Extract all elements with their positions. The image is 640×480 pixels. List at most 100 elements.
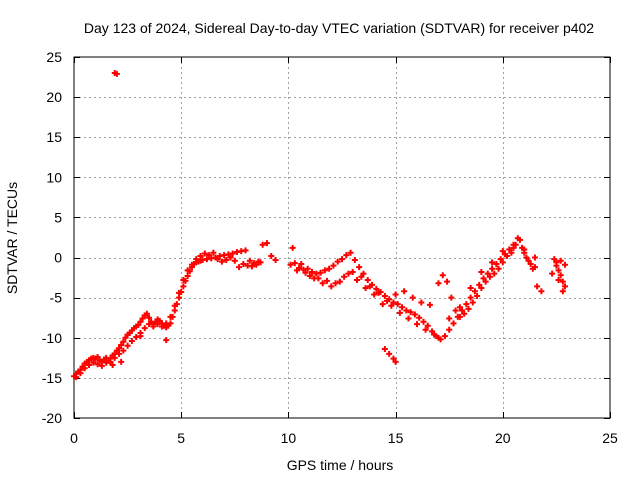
data-point [529, 265, 536, 272]
data-point [118, 341, 125, 348]
data-point [107, 358, 114, 365]
data-point [426, 301, 433, 308]
data-points [71, 70, 568, 381]
data-point [482, 278, 489, 285]
data-point [317, 269, 324, 276]
data-point [465, 305, 472, 312]
data-point [167, 313, 174, 320]
data-point [512, 241, 519, 248]
data-point [403, 307, 410, 314]
data-point [471, 288, 478, 295]
data-point [521, 246, 528, 253]
y-tick-label: 15 [46, 129, 62, 145]
data-point [345, 270, 352, 277]
data-point [332, 280, 339, 287]
data-point [420, 318, 427, 325]
data-point [557, 272, 564, 279]
data-point [461, 310, 468, 317]
data-point [499, 259, 506, 266]
data-point [394, 301, 401, 308]
data-point [291, 260, 298, 267]
data-point [561, 283, 568, 290]
data-point [120, 347, 127, 354]
data-point [356, 264, 363, 271]
data-point [508, 249, 515, 256]
data-point [308, 268, 315, 275]
data-point [561, 261, 568, 268]
y-tick-label: -20 [42, 410, 62, 426]
data-point [120, 338, 127, 345]
data-point [401, 288, 408, 295]
data-point [390, 355, 397, 362]
data-point [214, 256, 221, 263]
data-point [272, 256, 279, 263]
data-point [396, 309, 403, 316]
data-point [302, 269, 309, 276]
data-point [388, 302, 395, 309]
data-point [263, 240, 270, 247]
x-tick-label: 0 [70, 430, 78, 446]
data-point [456, 304, 463, 311]
y-tick-label: 5 [54, 209, 62, 225]
data-point [334, 258, 341, 265]
data-point [375, 289, 382, 296]
data-point [463, 301, 470, 308]
data-point [553, 259, 560, 266]
data-point [339, 256, 345, 263]
data-point [474, 293, 481, 300]
data-point [493, 260, 500, 267]
x-tick-label: 15 [388, 430, 404, 446]
data-point [268, 252, 275, 259]
data-point [499, 248, 506, 255]
data-point [431, 331, 438, 338]
data-point [135, 321, 142, 328]
data-point [349, 268, 356, 275]
data-point [319, 280, 326, 287]
data-point [94, 361, 101, 368]
data-point [411, 311, 418, 318]
data-point [467, 294, 474, 301]
data-point [77, 370, 84, 377]
data-point [551, 256, 558, 263]
data-point [116, 345, 123, 352]
data-point [180, 277, 187, 284]
x-tick-label: 20 [495, 430, 511, 446]
data-point [253, 261, 260, 268]
data-point [163, 337, 170, 344]
plot-frame [73, 56, 611, 419]
data-point [486, 273, 493, 280]
data-point [118, 358, 125, 365]
data-point [184, 273, 191, 280]
data-point [444, 278, 451, 285]
data-point [306, 273, 313, 280]
data-point [386, 350, 393, 357]
data-point [122, 334, 129, 341]
data-point [336, 278, 343, 285]
x-tick-label: 5 [177, 430, 185, 446]
data-point [448, 294, 455, 301]
data-point [450, 320, 457, 327]
y-axis-label: SDTVAR / TECUs [4, 182, 20, 294]
x-tick-label: 10 [281, 430, 297, 446]
data-point [246, 257, 253, 264]
data-point [379, 301, 386, 308]
data-point [240, 260, 247, 267]
data-point [188, 261, 195, 268]
data-point [236, 264, 243, 271]
data-point [489, 265, 496, 272]
data-point [231, 257, 238, 264]
data-point [137, 318, 144, 325]
data-point [143, 310, 150, 317]
data-point [287, 261, 294, 268]
data-point [555, 277, 562, 284]
y-tick-label: 25 [46, 49, 62, 65]
y-tick-label: -5 [50, 290, 63, 306]
data-point [351, 256, 358, 263]
data-point [525, 257, 532, 264]
data-point [218, 258, 225, 265]
data-point [456, 313, 463, 320]
axis-ticks: 0 5 10 15 20 25 -20 -15 -10 -5 0 5 10 15 20 25 [42, 49, 618, 446]
data-point [354, 277, 361, 284]
data-point [414, 321, 421, 328]
